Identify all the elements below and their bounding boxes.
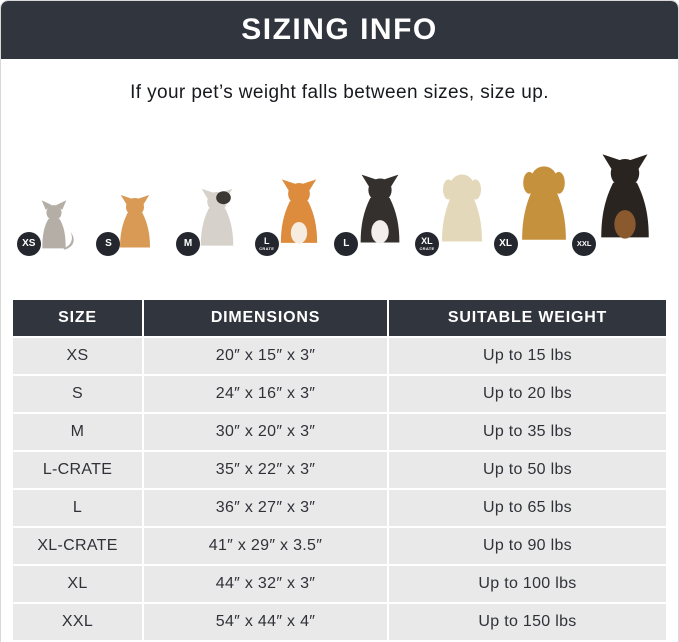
cell-dimensions-row7: 44″ x 32″ x 3″ <box>144 566 387 602</box>
cell-weight-row2: Up to 20 lbs <box>389 376 666 412</box>
pet-golden-retriever: XL <box>493 147 585 258</box>
cell-dimensions-row8: 54″ x 44″ x 4″ <box>144 604 387 640</box>
pet-figure-pomeranian: S <box>96 186 159 258</box>
page-title: SIZING INFO <box>241 13 438 46</box>
cell-size-row3: M <box>13 414 142 450</box>
pet-pomeranian: S <box>95 186 177 258</box>
cell-size-row5: L <box>13 490 142 526</box>
pet-french-bulldog: M <box>176 178 258 258</box>
badge-label: XL <box>499 238 512 249</box>
pet-labrador: XL CRATE <box>414 157 503 258</box>
cell-size-row8: XXL <box>13 604 142 640</box>
pet-border-collie: L <box>334 161 422 258</box>
size-badge-xl: XL <box>493 232 518 256</box>
size-badge-l-crate: L CRATE <box>254 232 279 256</box>
badge-crate-label: CRATE <box>419 246 435 251</box>
size-table: SIZE DIMENSIONS SUITABLE WEIGHT XS 20″ x … <box>13 300 666 640</box>
border-collie-illustration <box>349 161 411 244</box>
pet-figure-cat: XS <box>16 192 76 258</box>
cell-weight-row5: Up to 65 lbs <box>389 490 666 526</box>
cell-size-row6: XL-CRATE <box>13 528 142 564</box>
french-bulldog-illustration <box>191 178 243 258</box>
badge-label: M <box>183 238 193 249</box>
size-badge-xl-crate: XL CRATE <box>414 232 439 256</box>
pet-figure-shiba-inu: L CRATE <box>254 166 328 258</box>
pets-row: XS S M L CRATE L XL CRATE XL XXL <box>1 104 678 262</box>
badge-label: L <box>343 238 350 249</box>
badge-label: S <box>105 238 112 249</box>
cell-weight-row3: Up to 35 lbs <box>389 414 666 450</box>
pet-figure-doberman: XXL <box>572 136 663 258</box>
golden-retriever-illustration <box>509 147 579 258</box>
sizing-note: If your pet’s weight falls between sizes… <box>130 82 549 103</box>
size-badge-s: S <box>96 232 121 256</box>
cell-weight-row7: Up to 100 lbs <box>389 566 666 602</box>
badge-label: L <box>263 236 270 246</box>
badge-label: XXL <box>576 239 592 249</box>
column-header-dimensions: DIMENSIONS <box>144 300 387 336</box>
badge-label: XS <box>22 238 36 249</box>
cell-dimensions-row3: 30″ x 20″ x 3″ <box>144 414 387 450</box>
labrador-illustration <box>430 157 494 258</box>
cell-weight-row1: Up to 15 lbs <box>389 338 666 374</box>
cell-dimensions-row6: 41″ x 29″ x 3.5″ <box>144 528 387 564</box>
doberman-illustration <box>587 136 663 239</box>
column-header-suitable-weight: SUITABLE WEIGHT <box>389 300 666 336</box>
cell-size-row4: L-CRATE <box>13 452 142 488</box>
size-badge-m: M <box>176 232 201 256</box>
cell-size-row2: S <box>13 376 142 412</box>
size-badge-xxl: XXL <box>572 232 597 256</box>
pet-figure-french-bulldog: M <box>176 178 243 258</box>
pet-shiba-inu: L CRATE <box>254 166 340 258</box>
pet-figure-border-collie: L <box>334 161 411 258</box>
badge-crate-label: CRATE <box>259 246 275 251</box>
cell-weight-row6: Up to 90 lbs <box>389 528 666 564</box>
cell-size-row7: XL <box>13 566 142 602</box>
size-badge-l: L <box>334 232 359 256</box>
pet-figure-labrador: XL CRATE <box>414 157 494 258</box>
header-banner: SIZING INFO <box>1 1 678 59</box>
pet-cat: XS <box>13 192 95 258</box>
column-header-size: SIZE <box>13 300 142 336</box>
pet-doberman: XXL <box>572 136 666 258</box>
cell-dimensions-row5: 36″ x 27″ x 3″ <box>144 490 387 526</box>
cell-dimensions-row2: 24″ x 16″ x 3″ <box>144 376 387 412</box>
cell-size-row1: XS <box>13 338 142 374</box>
pet-figure-golden-retriever: XL <box>493 147 579 258</box>
cell-dimensions-row4: 35″ x 22″ x 3″ <box>144 452 387 488</box>
cell-dimensions-row1: 20″ x 15″ x 3″ <box>144 338 387 374</box>
cell-weight-row4: Up to 50 lbs <box>389 452 666 488</box>
shiba-inu-illustration <box>270 166 328 244</box>
cell-weight-row8: Up to 150 lbs <box>389 604 666 640</box>
size-badge-xs: XS <box>16 232 41 256</box>
badge-label: XL <box>421 236 433 246</box>
